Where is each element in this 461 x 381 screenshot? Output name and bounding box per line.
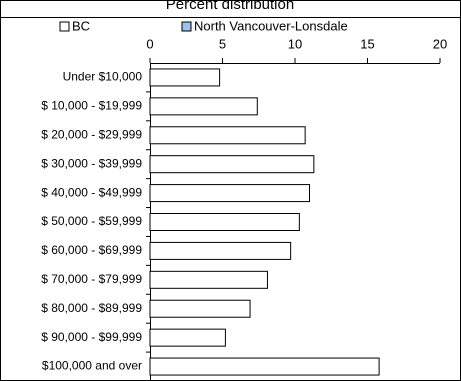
y-tick-label: $ 70,000 - $79,999 (41, 272, 142, 286)
y-tick-label: Under $10,000 (63, 70, 143, 84)
bar (149, 126, 306, 145)
bar (149, 213, 300, 231)
y-tick-label: $ 60,000 - $69,999 (41, 243, 142, 257)
bar (149, 68, 221, 87)
y-tick-label: $ 40,000 - $49,999 (41, 185, 142, 199)
bar (149, 184, 310, 203)
bar (149, 97, 258, 116)
y-tick-label: $ 90,000 - $99,999 (41, 330, 142, 344)
y-tick-label: $ 10,000 - $19,999 (41, 99, 142, 113)
y-tick-label: $ 20,000 - $29,999 (41, 127, 142, 141)
y-tick-label: $ 30,000 - $39,999 (41, 156, 142, 170)
bar (149, 241, 292, 260)
legend-label: BC (72, 18, 90, 33)
y-tick-label: $100,000 and over (42, 359, 142, 373)
x-tick-label: 10 (288, 36, 302, 51)
bar (149, 328, 226, 347)
bar (149, 270, 268, 289)
bar (149, 357, 380, 376)
bar (149, 155, 315, 174)
x-tick-label: 0 (146, 36, 153, 51)
bar (149, 299, 251, 318)
chart-title: Percent distribution (166, 0, 294, 13)
x-tick-label: 20 (433, 36, 447, 51)
y-tick-label: $ 50,000 - $59,999 (41, 214, 142, 228)
x-tick-label: 5 (219, 36, 226, 51)
legend-label: North Vancouver-Lonsdale (194, 18, 348, 33)
legend-swatch (181, 21, 192, 32)
y-tick-label: $ 80,000 - $89,999 (41, 301, 142, 315)
legend-swatch (59, 21, 70, 32)
x-tick-label: 15 (360, 36, 374, 51)
